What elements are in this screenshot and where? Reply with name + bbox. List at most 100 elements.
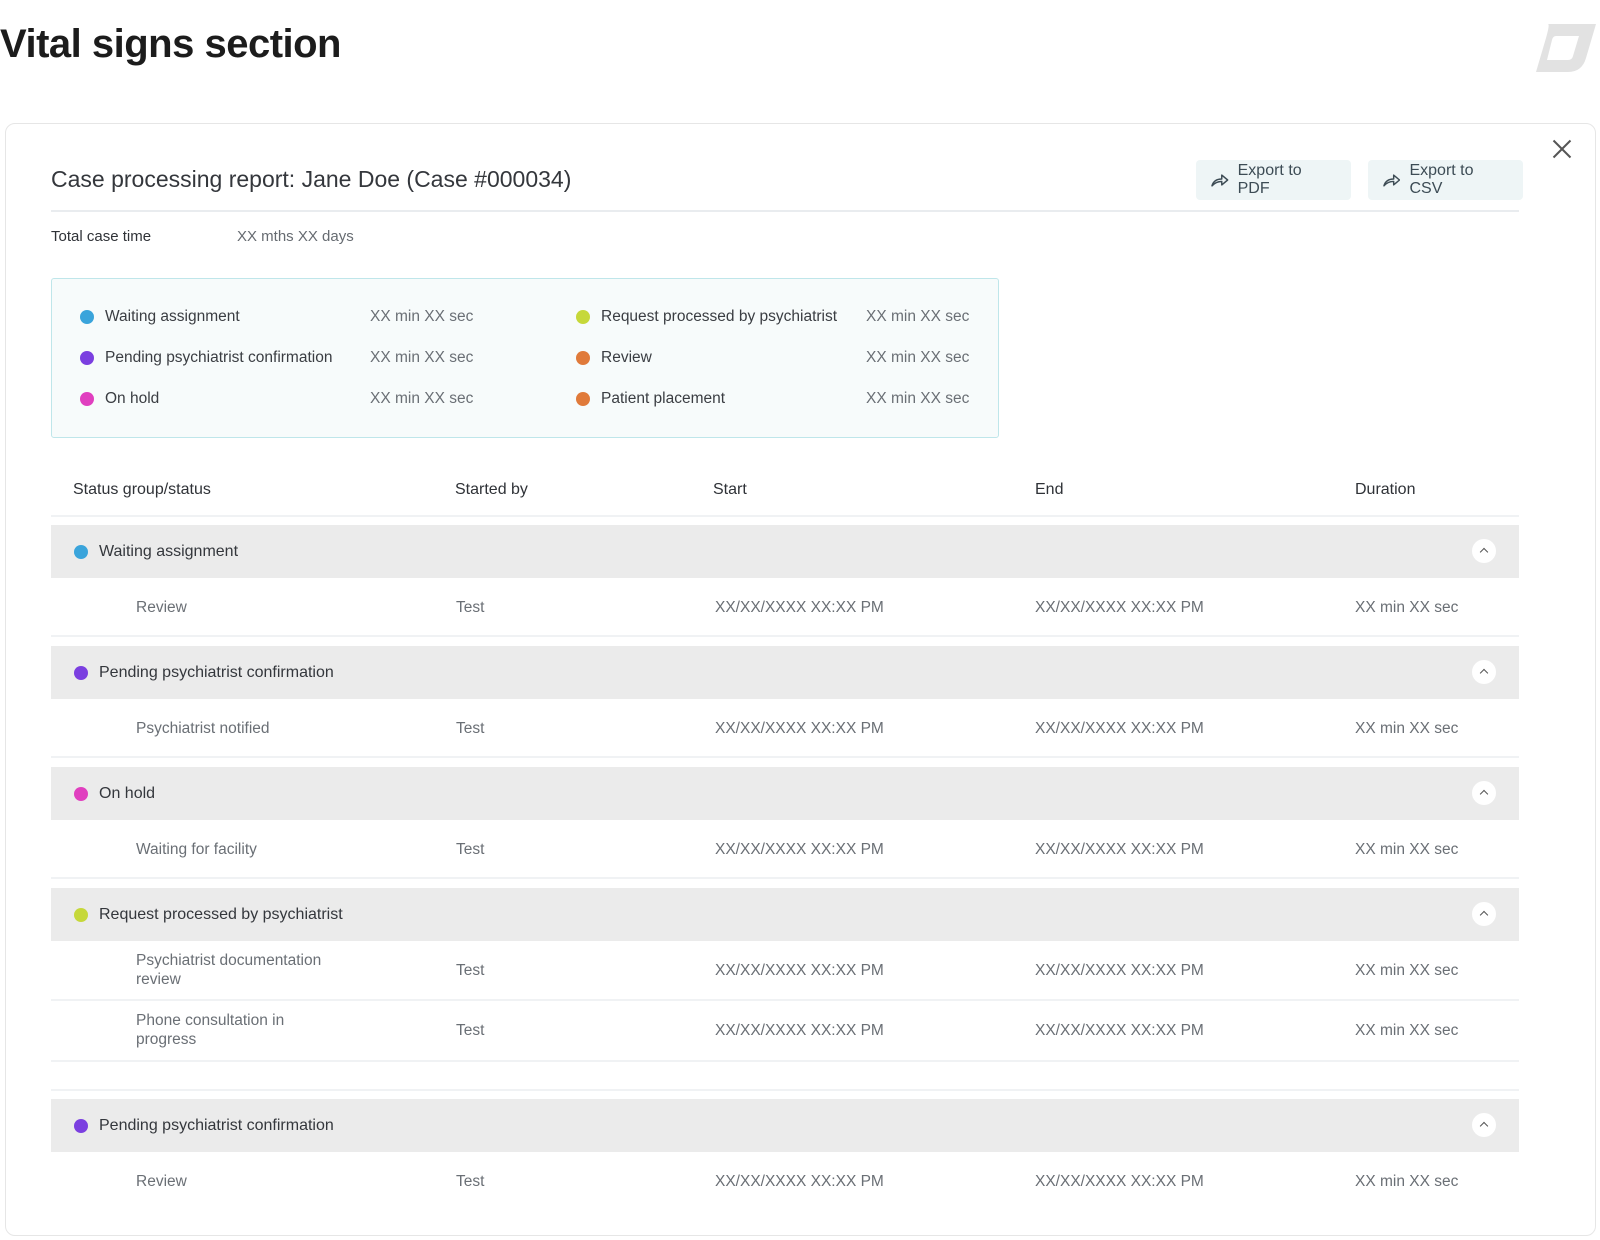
summary-value: XX min XX sec <box>866 308 970 325</box>
brand-logo-icon <box>1536 24 1596 72</box>
summary-item: Waiting assignment <box>80 308 240 326</box>
export-csv-button[interactable]: Export to CSV <box>1368 160 1523 200</box>
cell-started-by: Test <box>456 720 485 737</box>
cell-duration: XX min XX sec <box>1355 1022 1459 1039</box>
status-dot-icon <box>74 907 88 922</box>
cell-duration: XX min XX sec <box>1355 1173 1459 1190</box>
cell-end: XX/XX/XXXX XX:XX PM <box>1035 720 1204 737</box>
group-row-pending-psychiatrist-confirmation[interactable]: Pending psychiatrist confirmation <box>51 646 1519 699</box>
table-row: Waiting for facility Test XX/XX/XXXX XX:… <box>51 820 1519 879</box>
cell-status: Phone consultation in progress <box>136 1012 285 1048</box>
status-dot-icon <box>74 786 88 801</box>
summary-value: XX min XX sec <box>370 349 474 366</box>
status-dot-icon <box>576 351 590 365</box>
status-dot-icon <box>80 351 94 365</box>
summary-value: XX min XX sec <box>866 349 970 366</box>
status-dot-icon <box>576 310 590 324</box>
cell-duration: XX min XX sec <box>1355 841 1459 858</box>
cell-started-by: Test <box>456 1022 485 1039</box>
cell-status: Psychiatrist documentation review <box>136 952 322 988</box>
column-header-start[interactable]: Start <box>713 481 747 498</box>
group-label: On hold <box>99 784 156 802</box>
group-label: Pending psychiatrist confirmation <box>99 663 334 681</box>
export-pdf-label: Export to PDF <box>1237 162 1302 197</box>
status-dot-icon <box>74 544 88 559</box>
share-icon <box>1211 174 1229 187</box>
group-row-waiting-assignment[interactable]: Waiting assignment <box>51 525 1519 578</box>
column-header-status[interactable]: Status group/status <box>73 481 211 498</box>
chevron-up-icon[interactable] <box>1472 902 1496 926</box>
summary-label: Waiting assignment <box>105 308 240 325</box>
cell-duration: XX min XX sec <box>1355 720 1459 737</box>
total-case-time-value: XX mths XX days <box>237 228 354 245</box>
summary-label: Patient placement <box>601 390 726 407</box>
summary-label: On hold <box>105 390 160 407</box>
page-title: Vital signs section <box>0 22 342 66</box>
chevron-up-icon[interactable] <box>1472 781 1496 805</box>
report-title: Case processing report: Jane Doe (Case #… <box>51 166 572 192</box>
summary-item: Review <box>576 349 652 367</box>
summary-label: Review <box>601 349 652 366</box>
cell-start: XX/XX/XXXX XX:XX PM <box>715 599 884 616</box>
cell-start: XX/XX/XXXX XX:XX PM <box>715 841 884 858</box>
table-row: Review Test XX/XX/XXXX XX:XX PM XX/XX/XX… <box>51 578 1519 637</box>
status-summary-box: Waiting assignment XX min XX sec Pending… <box>51 278 999 438</box>
chevron-up-icon[interactable] <box>1472 660 1496 684</box>
status-dot-icon <box>74 665 88 680</box>
header-divider <box>51 515 1519 517</box>
cell-started-by: Test <box>456 1173 485 1190</box>
cell-end: XX/XX/XXXX XX:XX PM <box>1035 1173 1204 1190</box>
group-label: Request processed by psychiatrist <box>99 905 343 923</box>
cell-start: XX/XX/XXXX XX:XX PM <box>715 1173 884 1190</box>
status-dot-icon <box>576 392 590 406</box>
share-icon <box>1383 174 1401 187</box>
cell-end: XX/XX/XXXX XX:XX PM <box>1035 962 1204 979</box>
cell-duration: XX min XX sec <box>1355 599 1459 616</box>
cell-duration: XX min XX sec <box>1355 962 1459 979</box>
summary-item: On hold <box>80 390 159 408</box>
cell-status: Review <box>136 599 187 616</box>
column-header-started-by[interactable]: Started by <box>455 481 528 498</box>
column-header-duration[interactable]: Duration <box>1355 481 1416 498</box>
summary-value: XX min XX sec <box>370 308 474 325</box>
summary-item: Pending psychiatrist confirmation <box>80 349 332 367</box>
cell-status: Psychiatrist notified <box>136 720 270 737</box>
cell-start: XX/XX/XXXX XX:XX PM <box>715 962 884 979</box>
close-icon[interactable] <box>1549 136 1575 162</box>
status-dot-icon <box>80 310 94 324</box>
summary-label: Request processed by psychiatrist <box>601 308 838 325</box>
cell-status: Waiting for facility <box>136 841 257 858</box>
export-pdf-button[interactable]: Export to PDF <box>1196 160 1351 200</box>
cell-started-by: Test <box>456 841 485 858</box>
group-label: Pending psychiatrist confirmation <box>99 1116 334 1134</box>
chevron-up-icon[interactable] <box>1472 1113 1496 1137</box>
table-row: Psychiatrist notified Test XX/XX/XXXX XX… <box>51 699 1519 758</box>
status-dot-icon <box>80 392 94 406</box>
summary-item: Patient placement <box>576 390 725 408</box>
summary-value: XX min XX sec <box>370 390 474 407</box>
cell-end: XX/XX/XXXX XX:XX PM <box>1035 841 1204 858</box>
summary-label: Pending psychiatrist confirmation <box>105 349 333 366</box>
total-case-time-label: Total case time <box>51 228 152 245</box>
group-row-on-hold[interactable]: On hold <box>51 767 1519 820</box>
group-label: Waiting assignment <box>99 542 239 560</box>
group-row-request-processed-by-psychiatrist[interactable]: Request processed by psychiatrist <box>51 888 1519 941</box>
summary-value: XX min XX sec <box>866 390 970 407</box>
table-row: Review Test XX/XX/XXXX XX:XX PM XX/XX/XX… <box>51 1152 1519 1211</box>
cell-started-by: Test <box>456 599 485 616</box>
cell-start: XX/XX/XXXX XX:XX PM <box>715 1022 884 1039</box>
summary-item: Request processed by psychiatrist <box>576 308 837 326</box>
report-modal: Case processing report: Jane Doe (Case #… <box>5 123 1596 1236</box>
export-csv-label: Export to CSV <box>1409 162 1474 197</box>
group-row-pending-psychiatrist-confirmation[interactable]: Pending psychiatrist confirmation <box>51 1099 1519 1152</box>
chevron-up-icon[interactable] <box>1472 539 1496 563</box>
status-dot-icon <box>74 1118 88 1133</box>
cell-end: XX/XX/XXXX XX:XX PM <box>1035 599 1204 616</box>
table-row: Phone consultation in progress Test XX/X… <box>51 1001 1519 1062</box>
cell-status: Review <box>136 1173 187 1190</box>
title-divider <box>51 210 1519 212</box>
column-header-end[interactable]: End <box>1035 481 1064 498</box>
cell-end: XX/XX/XXXX XX:XX PM <box>1035 1022 1204 1039</box>
cell-started-by: Test <box>456 962 485 979</box>
table-row: Psychiatrist documentation review Test X… <box>51 941 1519 1001</box>
